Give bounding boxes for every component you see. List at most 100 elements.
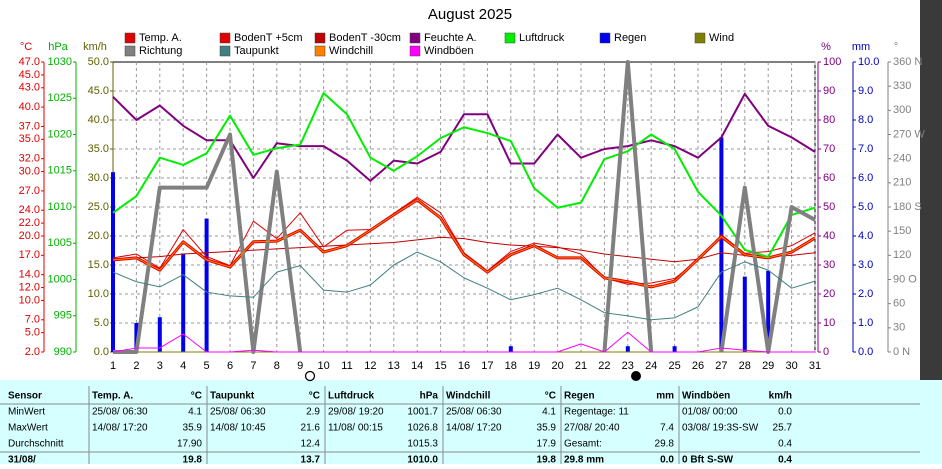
legend-swatch [599, 32, 611, 44]
y-tick-label: 30 [823, 259, 835, 271]
y-tick-label: 1005 [48, 237, 72, 249]
table-cell: 01/08/ 00:00 [682, 407, 738, 418]
x-tick-label: 31 [809, 360, 821, 372]
table-cell: 25/08/ 06:30 [92, 407, 148, 418]
legend-label: Regen [614, 32, 646, 44]
legend-label: Windböen [424, 45, 474, 57]
rain-bar [672, 346, 677, 352]
y-tick-label: 0 [823, 346, 829, 358]
legend-swatch [314, 32, 326, 44]
y-tick-label: 990 [54, 346, 72, 358]
table-unit: mm [656, 391, 674, 402]
y-tick-label: 14.0 [19, 269, 40, 281]
rain-bar [181, 253, 186, 352]
table-row-label: Sensor [8, 391, 42, 402]
table-unit: °C [309, 391, 320, 402]
legend-swatch [409, 32, 421, 44]
legend-label: Temp. A. [139, 32, 182, 44]
table-unit: km/h [769, 391, 792, 402]
legend-label: Taupunkt [234, 45, 279, 57]
rain-bar [204, 218, 209, 352]
x-tick-label: 12 [364, 360, 376, 372]
x-tick-label: 24 [645, 360, 657, 372]
y-tick-label: 4.0 [858, 230, 873, 242]
x-tick-label: 21 [575, 360, 587, 372]
y-tick-label: 10.0 [88, 288, 109, 300]
y-tick-label: 1020 [48, 128, 72, 140]
y-tick-label: 330 [893, 80, 911, 92]
y-tick-label: 210 [893, 177, 911, 189]
y-tick-label: 360 N [893, 56, 922, 68]
y-tick-label: 1000 [48, 273, 72, 285]
table-unit: hPa [420, 391, 439, 402]
x-tick-label: 22 [598, 360, 610, 372]
chart-title: August 2025 [428, 6, 512, 23]
y-tick-label: 5.0 [94, 317, 109, 329]
y-tick-label: 22.0 [19, 217, 40, 229]
side-strip [920, 0, 942, 380]
table-cell: Regentage: 11 [564, 407, 629, 418]
rain-bar [719, 137, 724, 352]
y-tick-label: 7.0 [858, 143, 873, 155]
y-tick-label: 0.0 [94, 346, 109, 358]
x-tick-label: 26 [692, 360, 704, 372]
table-cell: 0 Bft S-SW [682, 455, 734, 464]
axis-unit: % [821, 41, 831, 53]
table-cell: 14/08/ 10:45 [210, 423, 266, 434]
x-tick-label: 15 [434, 360, 446, 372]
y-tick-label: 0.0 [858, 346, 873, 358]
legend-swatch [504, 32, 516, 44]
y-tick-label: 37.0 [19, 120, 40, 132]
y-tick-label: 20 [823, 288, 835, 300]
table-cell: 12.4 [301, 439, 321, 450]
x-tick-label: 2 [133, 360, 139, 372]
legend-swatch [219, 32, 231, 44]
y-tick-label: 17.0 [19, 249, 40, 261]
y-tick-label: 1025 [48, 92, 72, 104]
y-tick-label: 10.0 [858, 56, 879, 68]
y-tick-label: 20.0 [88, 230, 109, 242]
legend-label: Windchill [329, 45, 373, 57]
table-cell: 19.8 [183, 455, 203, 464]
y-tick-label: 6.0 [858, 172, 873, 184]
axis-unit: hPa [48, 41, 68, 53]
x-tick-label: 10 [317, 360, 329, 372]
table-cell: 1015.3 [407, 439, 438, 450]
table-row-label: Durchschnitt [8, 439, 64, 450]
y-tick-label: 1015 [48, 165, 72, 177]
table-cell: Gesamt: [564, 439, 602, 450]
y-tick-label: 300 [893, 104, 911, 116]
x-tick-label: 23 [622, 360, 634, 372]
x-tick-label: 25 [668, 360, 680, 372]
table-cell: 29.8 mm [564, 455, 604, 464]
table-row-label: MinWert [8, 407, 45, 418]
table-cell: 03/08/ 19:3S-SW [682, 423, 759, 434]
y-tick-label: 20.0 [19, 230, 40, 242]
rain-bar [766, 270, 771, 352]
y-tick-label: 1030 [48, 56, 72, 68]
legend-swatch [219, 45, 231, 57]
table-cell: 25.7 [773, 423, 793, 434]
table-cell: 17.90 [177, 439, 202, 450]
table-cell: 19.8 [537, 455, 557, 464]
table-row-label: MaxWert [8, 423, 48, 434]
y-tick-label: 2.0 [858, 288, 873, 300]
y-tick-label: 180 S [893, 201, 922, 213]
x-tick-label: 4 [180, 360, 186, 372]
table-header: Windböen [682, 391, 730, 402]
x-tick-label: 19 [528, 360, 540, 372]
series-line [112, 251, 816, 321]
table-cell: 35.9 [537, 423, 557, 434]
y-tick-label: 1.0 [858, 317, 873, 329]
y-tick-label: 100 [823, 56, 841, 68]
table-header: Windchill [446, 391, 491, 402]
y-tick-label: 150 [893, 225, 911, 237]
x-tick-label: 27 [715, 360, 727, 372]
moon-icons [304, 370, 641, 382]
y-tick-label: 40.0 [19, 101, 40, 113]
legend-label: Wind [709, 32, 734, 44]
y-tick-label: 80 [823, 114, 835, 126]
table-header: Regen [564, 391, 595, 402]
